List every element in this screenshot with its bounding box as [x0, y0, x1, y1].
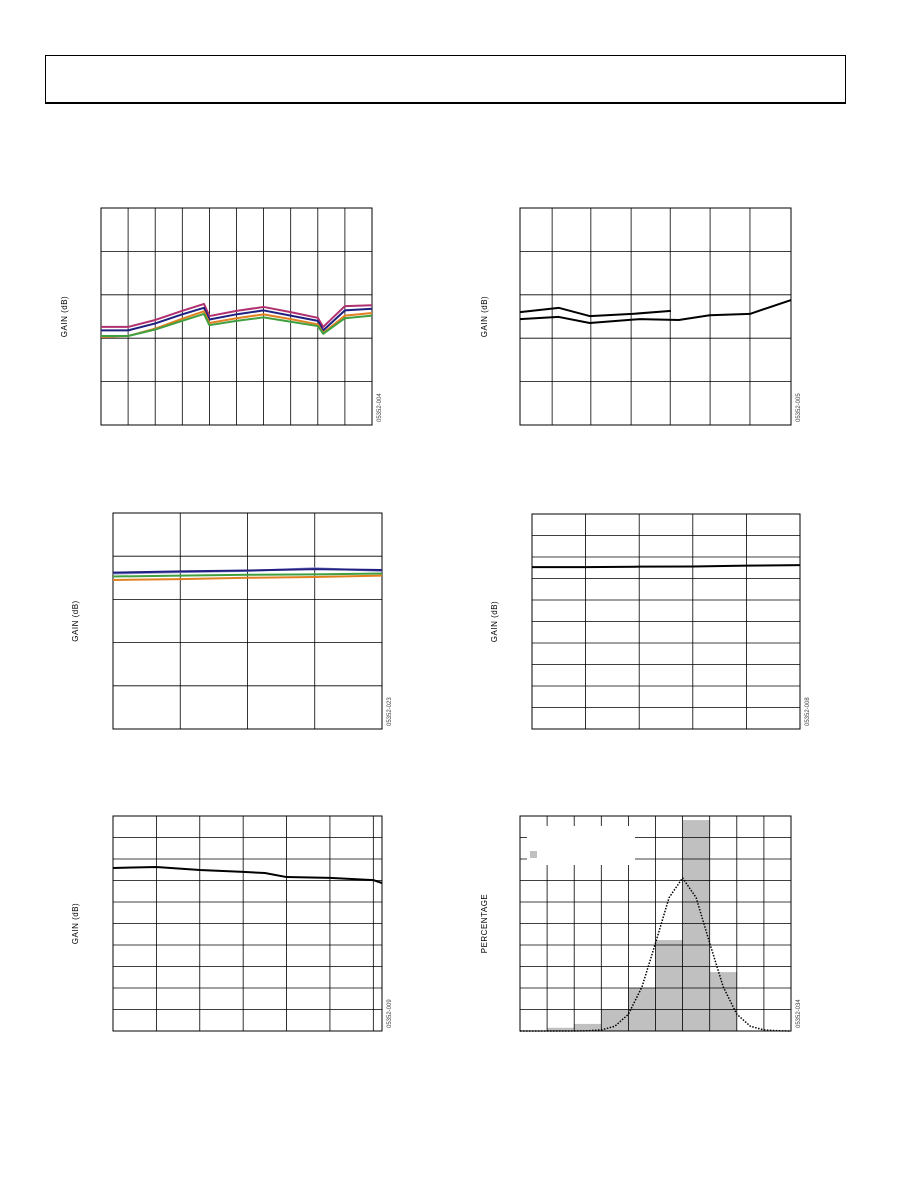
- legend-swatch: [530, 851, 537, 858]
- y-axis-label: GAIN (dB): [490, 601, 499, 642]
- series-line: [101, 302, 373, 328]
- series-line: [519, 299, 792, 325]
- chart: GAIN (dB) 05352-005: [480, 207, 802, 426]
- fit-curve: [520, 876, 792, 1032]
- histogram-bar: [709, 972, 737, 1031]
- histogram-bar: [655, 940, 683, 1031]
- chart: GAIN (dB) 05352-009: [71, 815, 393, 1032]
- series-line: [112, 572, 383, 578]
- plot-frame: [519, 815, 792, 1032]
- y-axis-label: GAIN (dB): [480, 296, 489, 337]
- series-line: [519, 306, 672, 318]
- series-line: [112, 574, 383, 581]
- histogram-bar: [574, 1023, 602, 1031]
- legend-box: [527, 826, 635, 865]
- plot-frame: [531, 513, 801, 730]
- y-axis-label: GAIN (dB): [71, 600, 80, 641]
- series-line: [101, 306, 373, 332]
- histogram-bar: [601, 1009, 629, 1031]
- figure-code: 05352-023: [387, 697, 393, 726]
- figure-code: 05352-005: [796, 393, 802, 422]
- plot-frame: [519, 207, 792, 426]
- y-axis-label: PERCENTAGE: [480, 894, 489, 954]
- chart: PERCENTAGE 05352-034: [480, 815, 802, 1032]
- header-box: [45, 55, 846, 103]
- chart: GAIN (dB) 05352-023: [71, 512, 393, 730]
- figure-code: 05352-034: [796, 999, 802, 1028]
- series-line: [532, 564, 801, 569]
- chart: GAIN (dB) 05352-004: [60, 207, 383, 426]
- y-axis-label: GAIN (dB): [60, 296, 69, 337]
- histogram-bar: [547, 1027, 575, 1031]
- histogram-bar: [682, 820, 710, 1031]
- figure-code: 05352-009: [387, 999, 393, 1028]
- series-line: [101, 312, 373, 338]
- series-line: [112, 865, 383, 885]
- figure-code: 05352-004: [377, 393, 383, 422]
- series-line: [112, 568, 383, 574]
- plot-frame: [112, 815, 383, 1032]
- y-axis-label: GAIN (dB): [71, 903, 80, 944]
- figure-code: 05352-008: [805, 697, 811, 726]
- plot-frame: [112, 512, 383, 730]
- chart: GAIN (dB) 05352-008: [490, 513, 811, 730]
